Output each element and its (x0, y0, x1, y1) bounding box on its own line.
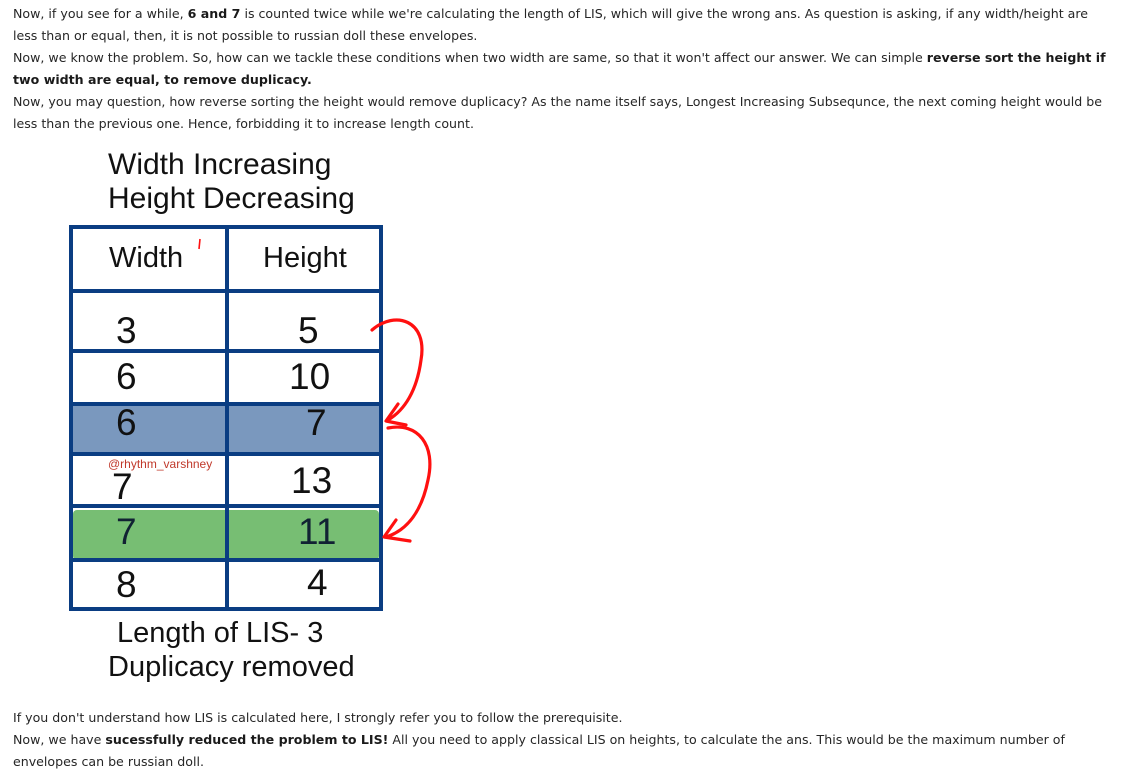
paragraph-solution: Now, we know the problem. So, how can we… (13, 50, 1106, 87)
cell-height-row3: 7 (306, 402, 327, 443)
table-grid (69, 225, 383, 611)
bold-6-and-7: 6 and 7 (187, 6, 241, 21)
figure-title-line2: Height Decreasing (108, 182, 355, 215)
paragraph-conclusion: Now, we have sucessfully reduced the pro… (13, 732, 1065, 769)
paragraph-prerequisite: If you don't understand how LIS is calcu… (13, 710, 623, 725)
bold-reduced-to-lis: sucessfully reduced the problem to LIS! (105, 732, 389, 747)
arrow-head-1 (384, 402, 408, 427)
paragraph-duplicate-count: Now, if you see for a while, 6 and 7 is … (13, 6, 1089, 43)
arrow-head-2 (382, 518, 412, 543)
cell-height-row4: 13 (291, 460, 333, 501)
cell-height-row1: 5 (298, 310, 319, 351)
paragraph-explanation: Now, you may question, how reverse sorti… (13, 94, 1102, 131)
cell-height-row5: 11 (298, 511, 337, 552)
arrow-5-to-7 (370, 318, 424, 422)
cell-height-row6: 4 (307, 562, 328, 603)
arrow-7-to-11 (384, 425, 432, 539)
cell-width-row1: 3 (116, 310, 137, 351)
figure-title-line1: Width Increasing (108, 148, 332, 181)
cell-width-row3: 6 (116, 402, 137, 443)
bold-reverse-sort: reverse sort the height if two width are… (13, 50, 1106, 87)
cell-width-row6: 8 (116, 564, 137, 605)
cell-width-row2: 6 (116, 356, 137, 397)
watermark-text: @rhythm_varshney (108, 457, 213, 471)
column-header-height: Height (263, 242, 347, 274)
cell-width-row4: 7 (112, 466, 133, 507)
figure-caption-line1: Length of LIS- 3 (117, 617, 324, 649)
red-tick-mark (198, 238, 201, 250)
cell-height-row2: 10 (289, 356, 331, 397)
figure-caption-line2: Duplicacy removed (108, 651, 355, 683)
column-header-width: Width (109, 242, 184, 274)
cell-width-row5: 7 (116, 511, 137, 552)
